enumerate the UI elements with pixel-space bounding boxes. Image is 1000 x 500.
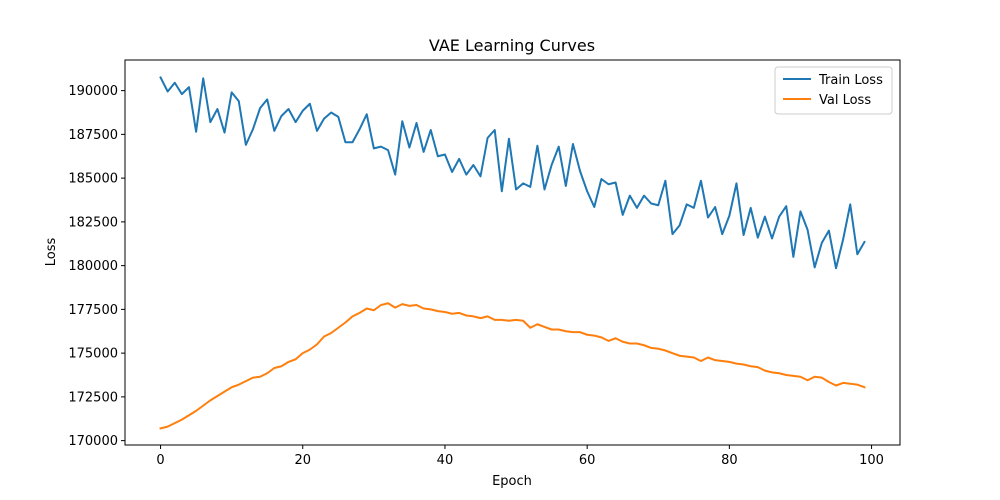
y-tick-label: 182500 (68, 215, 118, 230)
series-layer (159, 76, 866, 430)
plot-frame (124, 59, 901, 446)
x-tick-label: 40 (437, 453, 454, 468)
y-tick-label: 185000 (68, 172, 118, 187)
y-tick-label: 190000 (68, 84, 118, 99)
x-axis-label: Epoch (492, 474, 532, 489)
x-tick-label: 60 (579, 453, 596, 468)
x-tick-label: 80 (721, 453, 738, 468)
y-tick-label: 177500 (68, 303, 118, 318)
x-tick-label: 20 (294, 453, 311, 468)
legend-val-label: Val Loss (819, 93, 871, 108)
legend-train-label: Train Loss (818, 73, 883, 88)
legend: Train Loss Val Loss (774, 66, 893, 115)
y-tick-label: 175000 (68, 347, 118, 362)
y-axis-label: Loss (44, 238, 59, 267)
y-tick-label: 180000 (68, 259, 118, 274)
y-tick-label: 187500 (68, 128, 118, 143)
x-tick-label: 100 (859, 453, 884, 468)
y-tick-label: 170000 (68, 434, 118, 449)
series-line-train-loss (159, 76, 866, 270)
series-line-val-loss (159, 302, 866, 430)
chart-title: VAE Learning Curves (429, 36, 595, 55)
x-tick-label: 0 (156, 453, 164, 468)
axes-layer: 0 20 40 60 80 100 170000 172500 175000 177500 1800… (68, 84, 884, 468)
y-tick-label: 172500 (68, 390, 118, 405)
